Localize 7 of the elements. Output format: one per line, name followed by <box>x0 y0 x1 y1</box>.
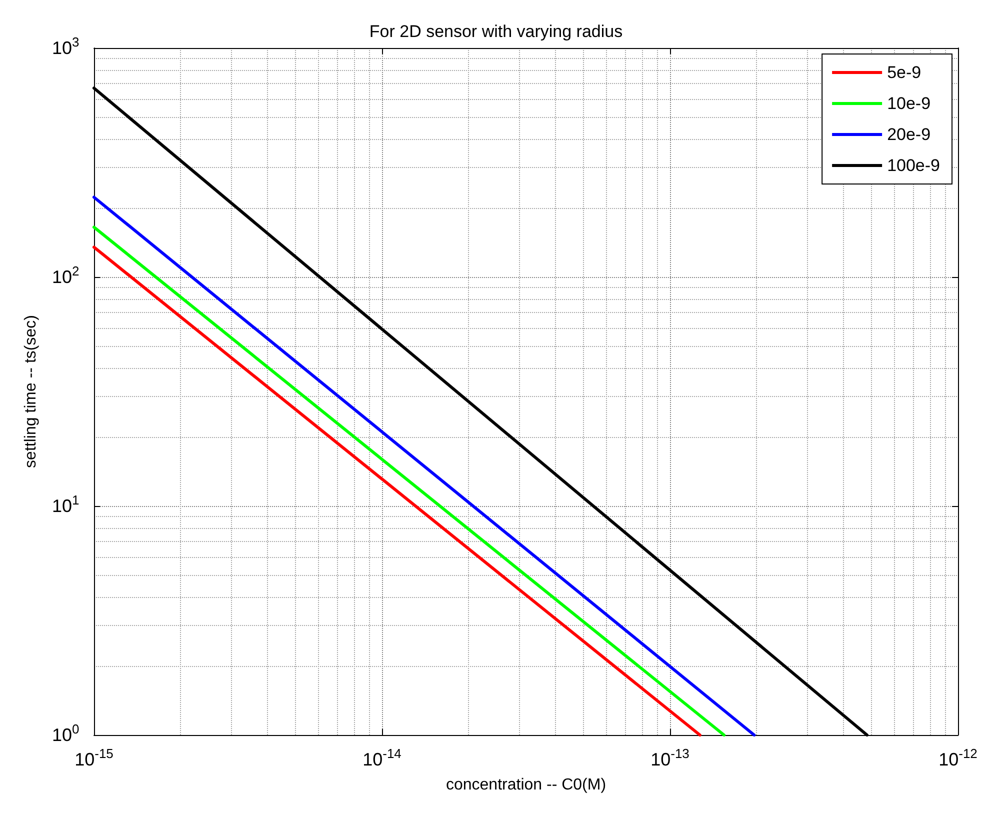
x-axis-title: concentration -- C0(M) <box>446 776 606 794</box>
legend-label: 20e-9 <box>887 125 931 144</box>
legend-label: 100e-9 <box>887 156 940 175</box>
legend-label: 10e-9 <box>887 94 931 113</box>
legend-label: 5e-9 <box>887 63 922 82</box>
chart-title: For 2D sensor with varying radius <box>369 22 623 41</box>
y-axis-title: settling time -- ts(sec) <box>22 315 40 468</box>
